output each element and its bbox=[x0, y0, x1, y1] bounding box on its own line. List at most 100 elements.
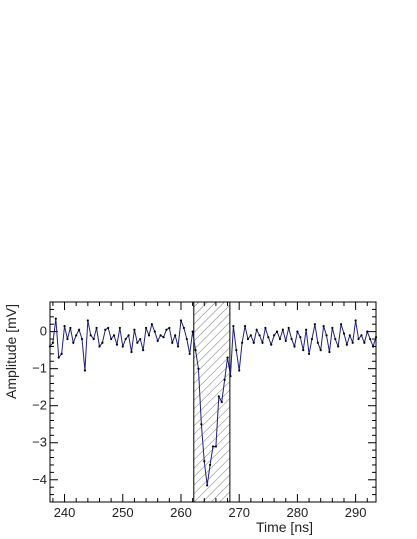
data-point bbox=[153, 330, 156, 333]
data-point bbox=[290, 337, 293, 341]
data-point bbox=[72, 341, 75, 344]
data-point bbox=[302, 349, 305, 352]
data-point bbox=[345, 343, 348, 346]
data-point bbox=[165, 328, 168, 331]
data-point bbox=[171, 341, 174, 344]
data-point bbox=[264, 326, 267, 330]
data-point bbox=[200, 423, 203, 426]
data-point bbox=[159, 334, 162, 337]
data-point bbox=[60, 352, 63, 355]
data-point bbox=[133, 328, 136, 331]
data-point bbox=[115, 343, 119, 346]
y-tick-label: −4 bbox=[32, 472, 47, 487]
data-point bbox=[278, 337, 282, 341]
data-point bbox=[307, 352, 311, 355]
data-point bbox=[118, 326, 121, 330]
data-point bbox=[299, 336, 302, 339]
data-point bbox=[360, 334, 363, 337]
x-tick-label: 240 bbox=[54, 505, 76, 520]
data-point bbox=[226, 356, 229, 359]
data-point bbox=[351, 341, 354, 344]
data-point bbox=[241, 341, 244, 344]
data-point bbox=[249, 334, 252, 337]
y-tick-label: −1 bbox=[32, 361, 47, 376]
x-tick-label: 250 bbox=[112, 505, 134, 520]
data-point bbox=[107, 326, 110, 330]
data-point bbox=[220, 400, 223, 404]
x-tick-label: 290 bbox=[345, 505, 367, 520]
data-point bbox=[328, 350, 331, 354]
y-axis-title: Amplitude [mV] bbox=[3, 304, 19, 399]
data-point bbox=[243, 324, 247, 328]
data-point bbox=[275, 330, 279, 333]
data-point bbox=[188, 352, 191, 355]
data-point bbox=[89, 334, 92, 337]
data-point bbox=[339, 323, 343, 326]
data-point bbox=[348, 334, 351, 337]
data-point bbox=[229, 374, 232, 378]
data-point bbox=[357, 337, 360, 341]
data-point bbox=[168, 326, 171, 330]
data-point bbox=[331, 326, 334, 330]
data-point bbox=[203, 460, 206, 463]
data-point bbox=[142, 349, 145, 352]
data-point bbox=[206, 484, 209, 487]
data-point bbox=[150, 323, 153, 326]
data-point bbox=[86, 319, 89, 322]
data-point bbox=[194, 349, 197, 352]
plot-frame bbox=[49, 301, 377, 503]
data-point bbox=[319, 349, 322, 352]
data-point bbox=[197, 367, 200, 370]
data-point bbox=[371, 345, 375, 348]
data-point bbox=[51, 341, 55, 344]
data-point bbox=[238, 369, 241, 372]
data-point bbox=[144, 326, 148, 330]
data-point bbox=[104, 328, 107, 331]
data-point bbox=[217, 395, 220, 398]
data-point bbox=[54, 317, 57, 320]
data-point bbox=[261, 341, 264, 344]
data-point bbox=[223, 378, 226, 381]
data-point bbox=[130, 350, 133, 354]
data-point bbox=[293, 345, 296, 348]
data-point bbox=[80, 337, 84, 341]
data-point bbox=[252, 341, 255, 344]
data-point bbox=[322, 324, 325, 328]
data-point bbox=[110, 337, 113, 341]
data-point bbox=[75, 334, 78, 337]
data-point bbox=[156, 339, 159, 342]
data-point bbox=[267, 336, 270, 339]
data-point bbox=[287, 326, 290, 330]
data-point bbox=[98, 345, 101, 348]
data-point bbox=[232, 324, 235, 328]
data-point bbox=[246, 337, 250, 341]
data-point bbox=[342, 332, 346, 335]
data-point bbox=[147, 334, 151, 337]
data-point bbox=[273, 334, 276, 337]
data-point bbox=[124, 337, 127, 341]
data-point bbox=[305, 328, 308, 331]
data-point bbox=[270, 343, 273, 346]
data-point bbox=[369, 337, 372, 341]
data-point bbox=[139, 337, 142, 341]
data-point bbox=[354, 319, 357, 322]
data-point bbox=[121, 345, 124, 348]
shaded-region bbox=[193, 301, 231, 503]
data-point bbox=[334, 337, 337, 341]
data-point bbox=[179, 319, 183, 322]
data-point bbox=[310, 337, 314, 341]
data-point bbox=[191, 330, 194, 333]
data-point bbox=[69, 326, 72, 330]
data-point bbox=[92, 337, 95, 341]
data-point bbox=[101, 341, 104, 344]
data-point bbox=[63, 324, 66, 328]
y-tick-label: −3 bbox=[32, 435, 47, 450]
data-point bbox=[325, 334, 328, 337]
data-point bbox=[208, 463, 212, 467]
data-point bbox=[363, 341, 366, 344]
data-point bbox=[281, 328, 284, 331]
x-tick-label: 260 bbox=[170, 505, 192, 520]
data-point bbox=[214, 445, 218, 448]
x-tick-label: 270 bbox=[228, 505, 250, 520]
data-point bbox=[136, 341, 139, 344]
